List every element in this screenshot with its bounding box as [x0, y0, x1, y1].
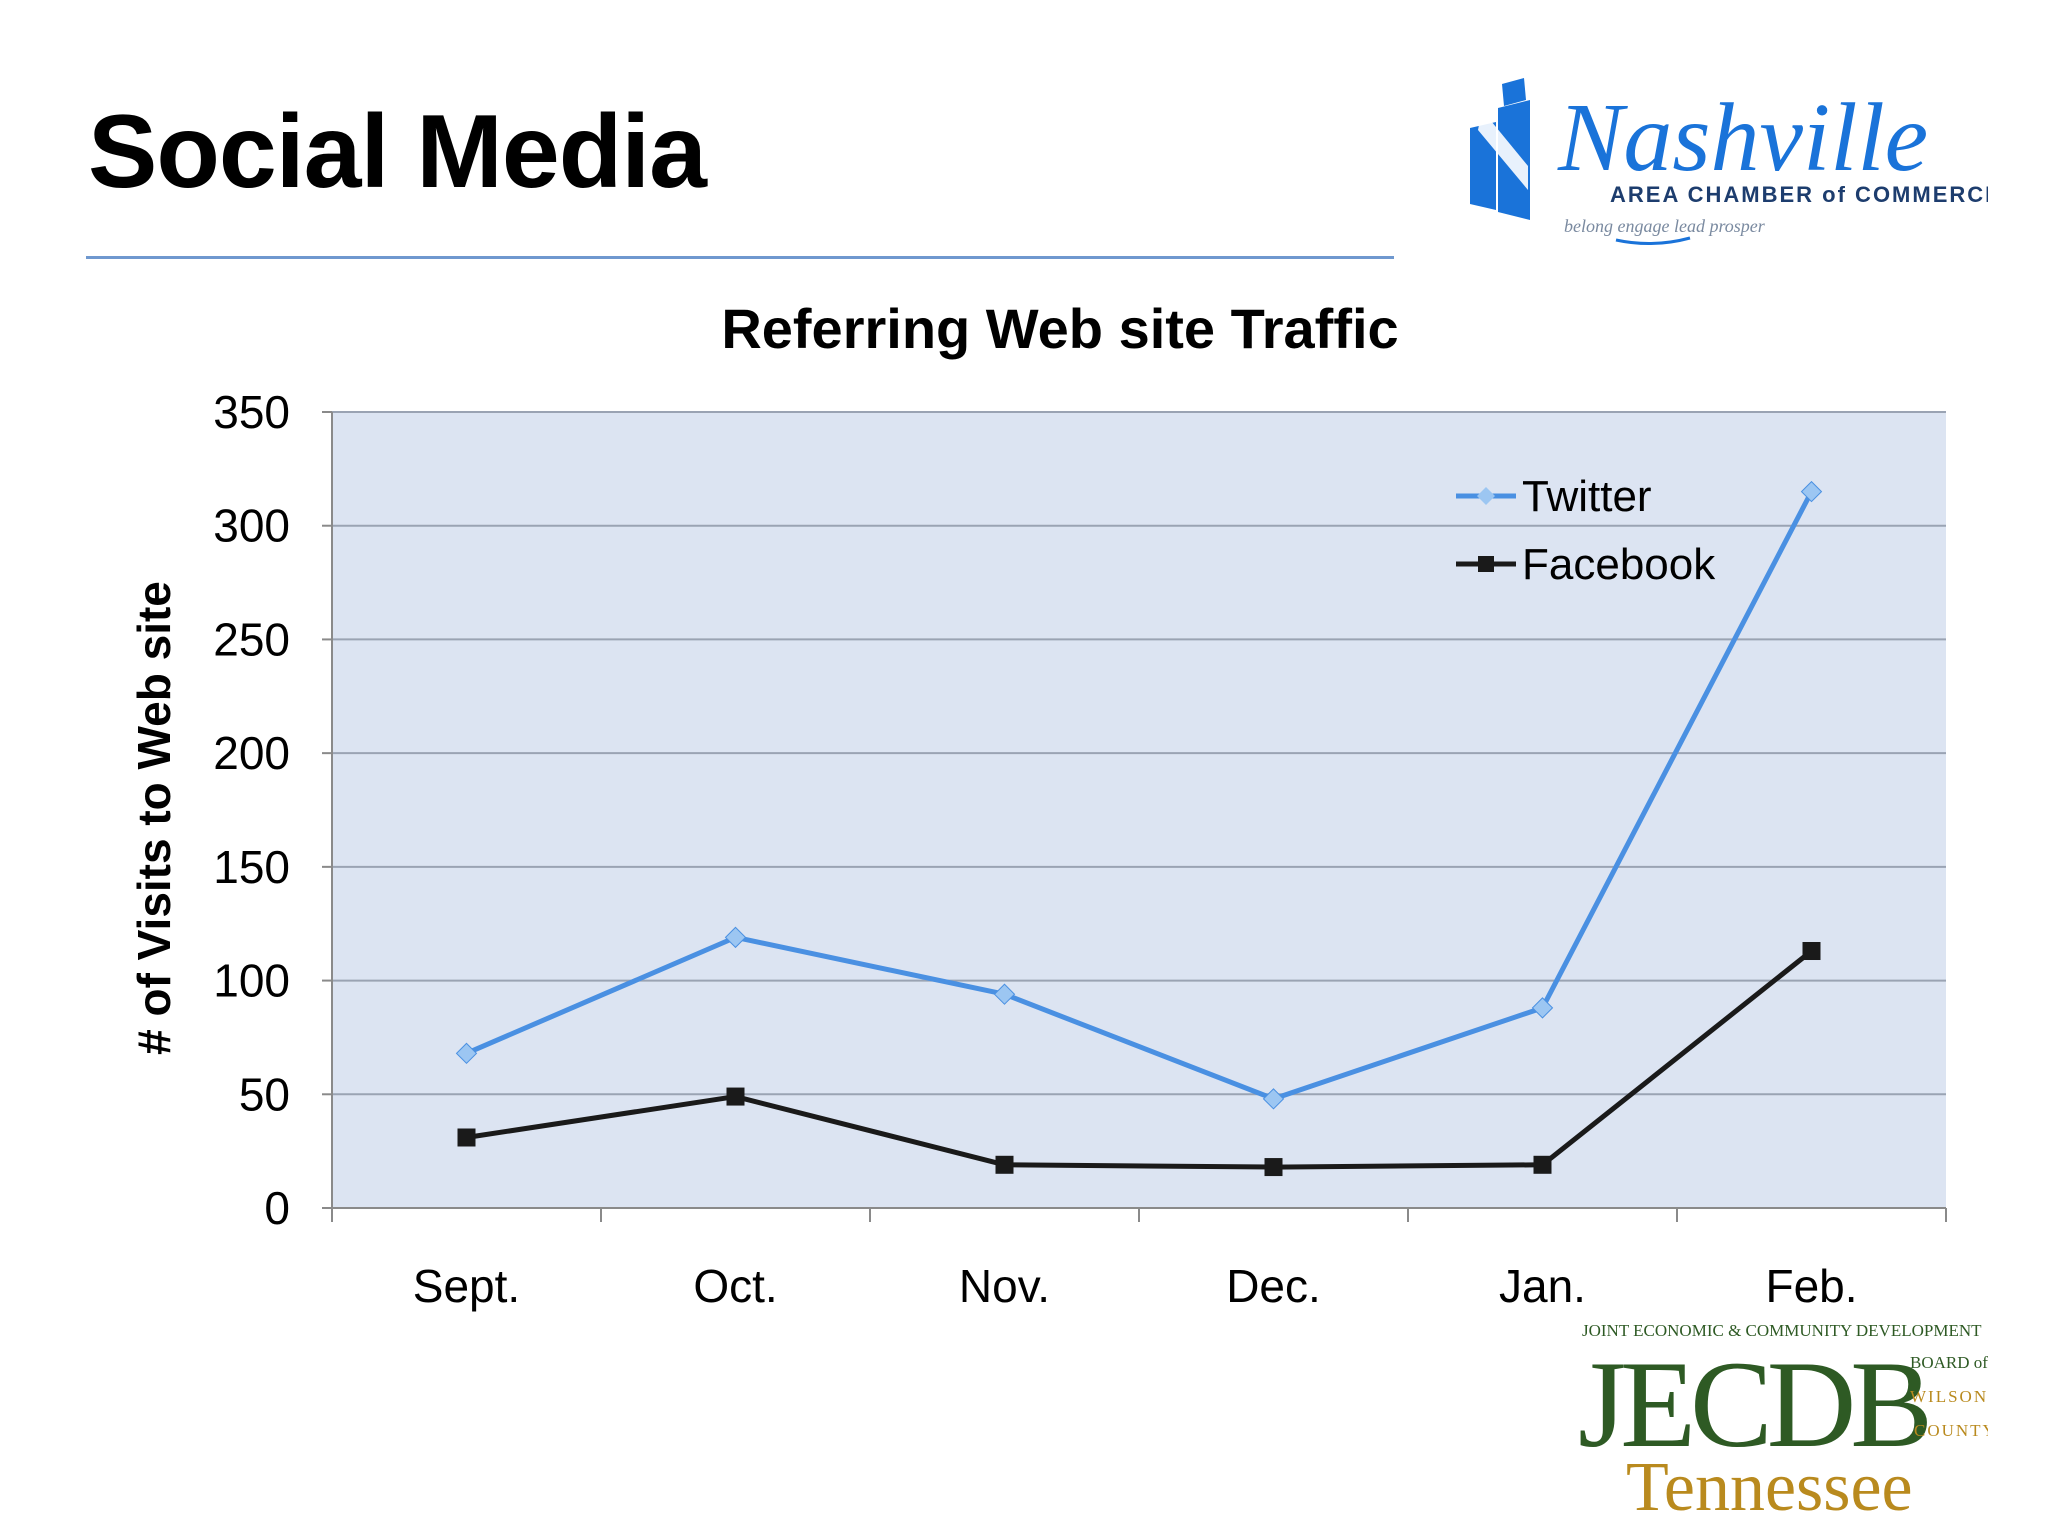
jecdb-board-line: BOARD of: [1910, 1353, 1988, 1372]
y-axis-label: # of Visits to Web site: [128, 581, 180, 1055]
jecdb-county-line: COUNTY: [1914, 1421, 1988, 1440]
data-point-twitter: [1262, 1088, 1285, 1110]
data-point-twitter: [455, 1042, 478, 1065]
legend-item-facebook: Facebook: [1456, 540, 1716, 589]
data-point-facebook: [1264, 1158, 1283, 1177]
y-axis-ticks: 0 50 100 150 200 250 300 350: [213, 386, 332, 1234]
nashville-tagline: belong engage lead prosper: [1564, 216, 1766, 236]
y-tick-label: 0: [264, 1182, 290, 1234]
data-point-twitter: [1531, 997, 1554, 1019]
jecdb-tennessee-logo: JOINT ECONOMIC & COMMUNITY DEVELOPMENT J…: [1578, 1321, 1988, 1518]
chart-title: Referring Web site Traffic: [721, 297, 1398, 360]
tagline-swoosh: [1615, 236, 1691, 246]
nashville-org-line: AREA CHAMBER of COMMERCE: [1610, 182, 1988, 207]
x-tick-label: Jan.: [1499, 1260, 1586, 1312]
x-tick-label: Sept.: [413, 1260, 520, 1312]
series-line-facebook: [466, 949, 1814, 1170]
data-point-facebook: [457, 1128, 476, 1147]
data-point-facebook: [1802, 942, 1821, 961]
x-tick-label: Dec.: [1226, 1260, 1321, 1312]
nashville-wordmark: Nashville: [1557, 84, 1928, 192]
data-point-facebook: [1533, 1155, 1552, 1174]
data-point-twitter: [724, 926, 747, 949]
data-point-twitter: [993, 983, 1016, 1005]
x-tick-label: Oct.: [693, 1260, 777, 1312]
jecdb-letters: JECDB: [1578, 1336, 1927, 1473]
series-facebook: [457, 942, 1821, 1177]
gridlines: [332, 411, 1946, 1096]
nashville-logo-mark: [1470, 78, 1530, 220]
y-tick-label: 200: [213, 727, 290, 779]
nashville-chamber-logo: Nashville AREA CHAMBER of COMMERCE belon…: [1470, 78, 1988, 246]
data-point-facebook: [726, 1087, 745, 1106]
y-tick-label: 300: [213, 500, 290, 552]
series-layer: [455, 480, 1823, 1177]
plot-area: [332, 412, 1946, 1208]
jecdb-state: Tennessee: [1626, 1449, 1913, 1518]
legend: Twitter Facebook: [1456, 472, 1716, 589]
title-divider: [86, 256, 1394, 259]
jecdb-wilson-line: WILSON: [1910, 1387, 1988, 1406]
legend-item-twitter: Twitter: [1456, 472, 1652, 521]
legend-label: Facebook: [1522, 540, 1716, 589]
jecdb-top-line: JOINT ECONOMIC & COMMUNITY DEVELOPMENT: [1582, 1321, 1982, 1340]
series-twitter: [455, 480, 1823, 1110]
y-tick-label: 50: [239, 1068, 290, 1120]
y-tick-label: 150: [213, 841, 290, 893]
x-tick-label: Feb.: [1765, 1260, 1857, 1312]
legend-swatch-marker: [1478, 556, 1494, 572]
y-tick-label: 350: [213, 386, 290, 438]
legend-swatch-marker: [1477, 487, 1495, 505]
y-tick-label: 250: [213, 613, 290, 665]
y-tick-label: 100: [213, 955, 290, 1007]
legend-label: Twitter: [1522, 472, 1652, 521]
x-axis-ticks: Sept. Oct. Nov. Dec. Jan. Feb.: [331, 1208, 1947, 1312]
data-point-facebook: [995, 1155, 1014, 1174]
data-point-twitter: [1800, 480, 1823, 503]
x-tick-label: Nov.: [959, 1260, 1050, 1312]
series-line-twitter: [465, 490, 1814, 1102]
slide-title: Social Media: [88, 94, 707, 210]
